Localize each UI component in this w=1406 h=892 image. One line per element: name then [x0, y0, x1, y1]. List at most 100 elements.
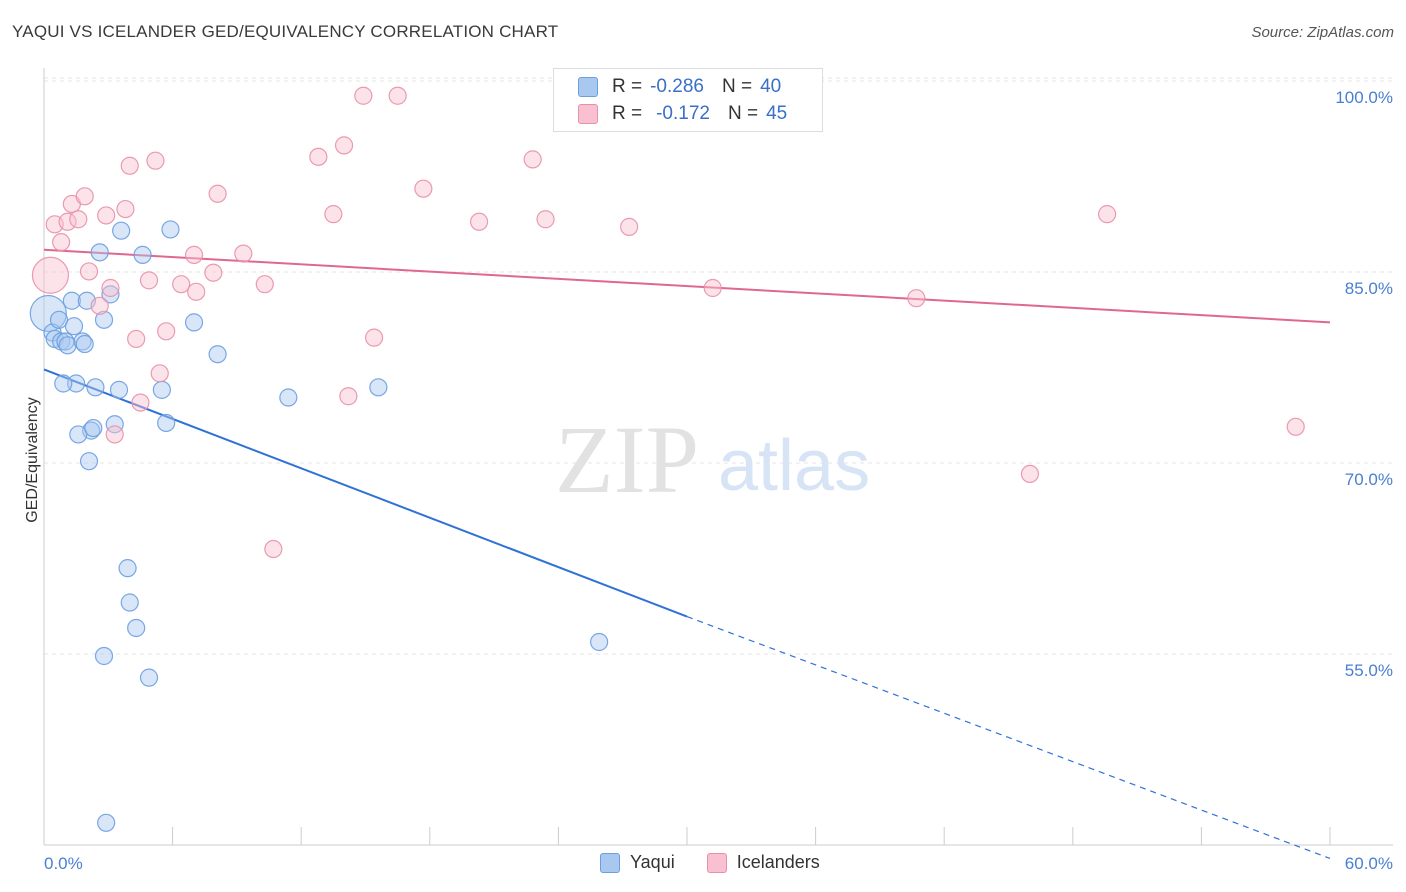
point-yaqui: [75, 334, 94, 354]
point-yaqui: [208, 345, 227, 364]
x-tick-max: 60.0%: [1345, 854, 1393, 873]
point-yaqui: [590, 632, 609, 652]
legend-r-label: R =: [612, 103, 643, 124]
point-icelanders: [101, 278, 120, 298]
point-yaqui: [64, 317, 84, 336]
point-yaqui: [184, 313, 204, 332]
point-icelanders: [414, 179, 433, 198]
point-icelanders: [204, 263, 223, 282]
trend-line-dashed-yaqui: [686, 615, 1331, 860]
point-yaqui: [133, 245, 152, 264]
legend-n-value: 45: [766, 103, 788, 124]
point-icelanders: [324, 205, 343, 224]
point-icelanders: [339, 387, 358, 406]
data-points: [29, 86, 1305, 832]
watermark-atlas: atlas: [718, 426, 870, 506]
point-icelanders: [469, 212, 489, 231]
point-yaqui: [112, 221, 131, 240]
point-icelanders: [97, 206, 116, 225]
chart-title: YAQUI VS ICELANDER GED/EQUIVALENCY CORRE…: [12, 22, 559, 41]
point-yaqui: [62, 291, 81, 310]
point-yaqui: [58, 336, 77, 355]
point-yaqui: [67, 374, 86, 393]
legend-swatch-icelanders: [706, 852, 727, 873]
point-yaqui: [84, 418, 103, 438]
point-icelanders: [75, 187, 94, 206]
point-yaqui: [118, 559, 137, 578]
y-axis-label: GED/Equivalency: [24, 397, 41, 522]
point-icelanders: [146, 151, 165, 170]
legend-item-icelanders[interactable]: Icelanders: [706, 852, 820, 873]
point-icelanders: [364, 328, 384, 347]
point-icelanders: [907, 289, 926, 308]
gridlines: [44, 77, 1393, 655]
point-icelanders: [334, 136, 354, 155]
y-tick-label: 100.0%: [1335, 88, 1393, 107]
point-yaqui: [86, 378, 105, 397]
legend-swatch-yaqui: [578, 77, 598, 97]
point-yaqui: [79, 452, 99, 471]
y-tick-label: 85.0%: [1345, 279, 1393, 298]
watermark: ZIP atlas: [555, 406, 870, 513]
legend-row-yaqui: R = -0.286 N = 40: [578, 74, 781, 100]
point-icelanders: [388, 86, 407, 105]
point-icelanders: [131, 393, 150, 412]
y-tick-label: 70.0%: [1345, 470, 1393, 489]
point-yaqui: [29, 294, 67, 333]
legend-n-label: N =: [727, 103, 759, 124]
point-yaqui: [120, 593, 139, 612]
stats-legend: R = -0.286 N = 40 R = -0.172 N = 45: [553, 68, 823, 132]
point-yaqui: [69, 425, 88, 444]
legend-n-label: N =: [721, 76, 753, 97]
point-icelanders: [536, 210, 555, 229]
point-yaqui: [152, 380, 171, 399]
point-icelanders: [105, 425, 124, 444]
point-icelanders: [703, 278, 722, 298]
series-legend: Yaqui Icelanders: [600, 852, 852, 873]
y-tick-label: 55.0%: [1345, 661, 1393, 680]
point-icelanders: [58, 212, 77, 231]
trend-line-icelanders: [43, 248, 1331, 324]
point-icelanders: [309, 147, 328, 166]
point-icelanders: [139, 271, 159, 290]
point-yaqui: [49, 310, 69, 329]
point-yaqui: [90, 243, 109, 262]
point-yaqui: [279, 388, 298, 407]
point-icelanders: [208, 184, 227, 203]
watermark-zip: ZIP: [555, 406, 699, 513]
point-icelanders: [354, 86, 373, 105]
point-icelanders: [116, 199, 135, 219]
point-yaqui: [157, 413, 176, 433]
point-icelanders: [255, 275, 274, 294]
point-icelanders: [150, 364, 169, 383]
point-yaqui: [369, 378, 388, 397]
point-icelanders: [264, 539, 283, 559]
point-icelanders: [620, 217, 639, 236]
point-yaqui: [94, 646, 114, 666]
point-yaqui: [161, 220, 180, 239]
point-yaqui: [97, 813, 116, 832]
point-yaqui: [109, 380, 129, 399]
tick-labels: 100.0% 85.0% 70.0% 55.0%: [1335, 88, 1393, 680]
point-icelanders: [120, 156, 139, 175]
legend-r-label: R =: [612, 76, 643, 97]
point-icelanders: [1097, 205, 1117, 224]
point-icelanders: [234, 244, 253, 263]
point-yaqui: [139, 668, 159, 687]
point-icelanders: [52, 233, 71, 252]
point-icelanders: [90, 296, 109, 315]
legend-n-value: 40: [760, 76, 782, 97]
legend-swatch-yaqui: [600, 852, 620, 873]
legend-item-yaqui[interactable]: Yaqui: [600, 852, 675, 873]
axes: [43, 68, 1393, 846]
point-icelanders: [523, 150, 542, 169]
point-icelanders: [31, 256, 70, 294]
x-tick-min: 0.0%: [44, 854, 83, 873]
point-icelanders: [79, 262, 99, 281]
legend-label-icelanders: Icelanders: [736, 852, 820, 872]
point-yaqui: [94, 310, 114, 329]
legend-row-icelanders: R = -0.172 N = 45: [578, 101, 787, 127]
legend-r-value: -0.172: [656, 103, 710, 124]
trend-line-yaqui: [43, 368, 688, 618]
